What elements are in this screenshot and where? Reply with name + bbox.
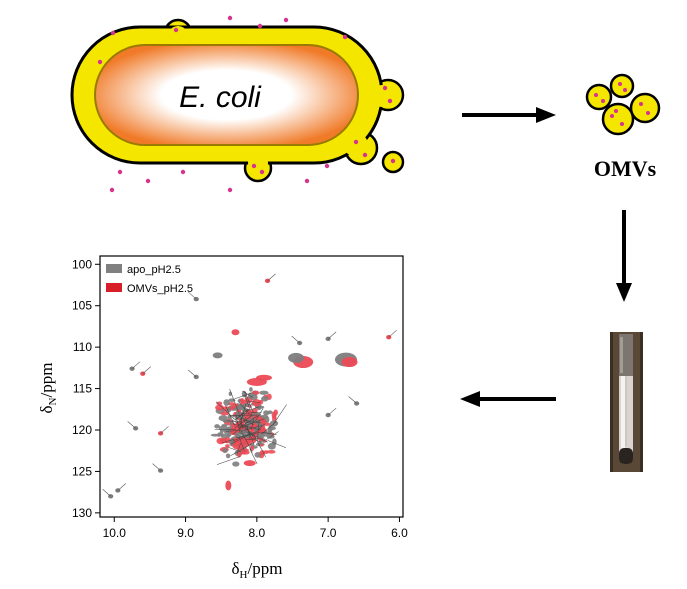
protein-dot xyxy=(362,152,368,158)
protein-dot xyxy=(227,187,233,193)
arrow-left xyxy=(460,391,556,407)
protein-dot xyxy=(109,187,115,193)
protein-dot xyxy=(117,169,123,175)
legend-label-omvs: OMVs_pH2.5 xyxy=(127,283,193,295)
legend: apo_pH2.5 OMVs_pH2.5 xyxy=(106,264,193,295)
x-tick-label: 6.0 xyxy=(391,526,408,540)
legend-swatch-apo xyxy=(106,264,122,273)
protein-dot xyxy=(110,30,116,36)
hsqc-spectrum: 10.0 9.0 8.0 7.0 6.0 100 105 110 115 120 125 130 a… xyxy=(37,255,408,581)
y-tick-label: 100 xyxy=(72,257,92,271)
protein-dot xyxy=(227,15,233,21)
ecoli-cell: E. coli xyxy=(70,18,405,183)
protein-dot xyxy=(257,23,263,29)
cytoplasm xyxy=(94,44,359,146)
protein-dot xyxy=(173,27,179,33)
protein-dot xyxy=(324,163,330,169)
arrow-down xyxy=(616,210,632,302)
omv-vesicle xyxy=(601,102,635,136)
plot-frame xyxy=(99,255,404,518)
y-tick-label: 120 xyxy=(72,423,92,437)
legend-label-apo: apo_pH2.5 xyxy=(127,264,181,276)
protein-dot xyxy=(304,178,310,184)
protein-dot xyxy=(353,139,359,145)
x-tick-label: 8.0 xyxy=(249,526,266,540)
protein-dot xyxy=(382,85,388,91)
x-tick-label: 10.0 xyxy=(103,526,127,540)
y-axis-label: δN/ppm xyxy=(37,363,59,414)
protein-dot xyxy=(259,169,265,175)
y-tick-label: 130 xyxy=(72,506,92,520)
omv-vesicle xyxy=(609,73,635,99)
ecoli-label: E. coli xyxy=(179,81,262,114)
legend-swatch-omvs xyxy=(106,283,122,292)
omv-vesicle xyxy=(629,92,661,124)
protein-dot xyxy=(283,17,289,23)
protein-dot xyxy=(387,98,393,104)
protein-dot xyxy=(251,163,257,169)
y-tick-label: 105 xyxy=(72,299,92,313)
omv-vesicle xyxy=(585,83,613,111)
x-tick-label: 7.0 xyxy=(320,526,337,540)
nmr-tube xyxy=(610,332,643,472)
protein-dot xyxy=(97,59,103,65)
x-tick-label: 9.0 xyxy=(177,526,194,540)
protein-dot xyxy=(390,158,396,164)
omv-cluster: OMVs xyxy=(585,73,661,181)
y-tick-label: 110 xyxy=(73,340,92,354)
protein-dots xyxy=(97,15,396,193)
arrow-right xyxy=(462,107,556,123)
protein-dot xyxy=(180,169,186,175)
protein-dot xyxy=(145,178,151,184)
x-axis-label: δH/ppm xyxy=(232,559,283,581)
y-tick-label: 115 xyxy=(73,382,92,396)
y-tick-label: 125 xyxy=(72,464,92,478)
omv-label: OMVs xyxy=(594,156,657,181)
protein-dot xyxy=(342,34,348,40)
